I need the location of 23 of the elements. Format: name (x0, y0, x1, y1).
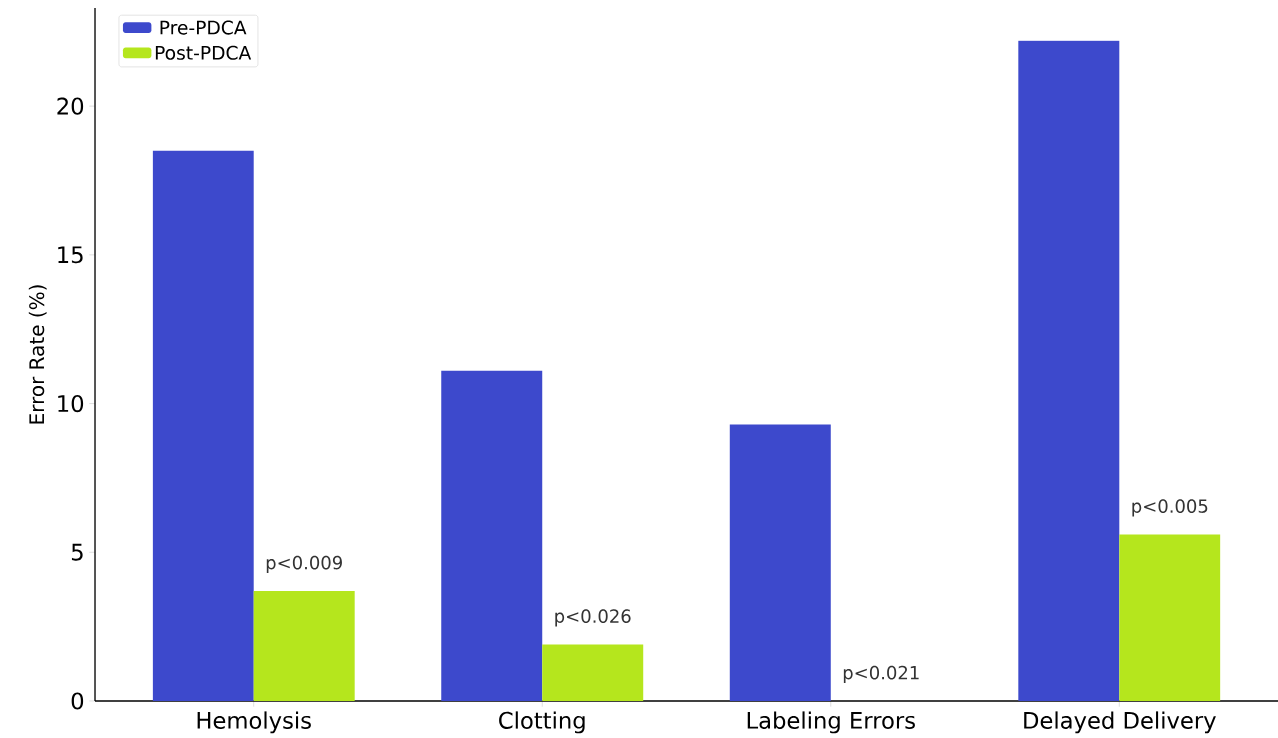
bar (1119, 534, 1221, 701)
annotation: p<0.026 (555, 609, 631, 627)
y-tick-label: 20 (57, 97, 84, 115)
x-tick-label: Delayed Delivery (1024, 711, 1216, 734)
x-tick-label: Clotting (499, 711, 585, 734)
y-axis-title: Error Rate (%) (28, 285, 47, 424)
x-tick-label: Hemolysis (197, 711, 311, 734)
legend-label: Pre-PDCA (160, 20, 247, 35)
bar (253, 590, 355, 701)
bar (152, 150, 254, 701)
bar (542, 644, 644, 701)
annotation: p<0.009 (266, 555, 342, 573)
annotation: p<0.021 (843, 665, 919, 683)
y-tick-label: 0 (71, 692, 84, 710)
y-tick-label: 10 (58, 394, 84, 413)
y-tick-label: 15 (58, 246, 83, 264)
y-tick-label: 5 (71, 543, 83, 561)
x-tick-label: Labeling Errors (747, 711, 915, 734)
annotation: p<0.005 (1132, 499, 1208, 517)
legend-label: Post-PDCA (155, 45, 252, 60)
bar (441, 370, 543, 701)
bar (1018, 40, 1120, 701)
bar (729, 424, 831, 701)
